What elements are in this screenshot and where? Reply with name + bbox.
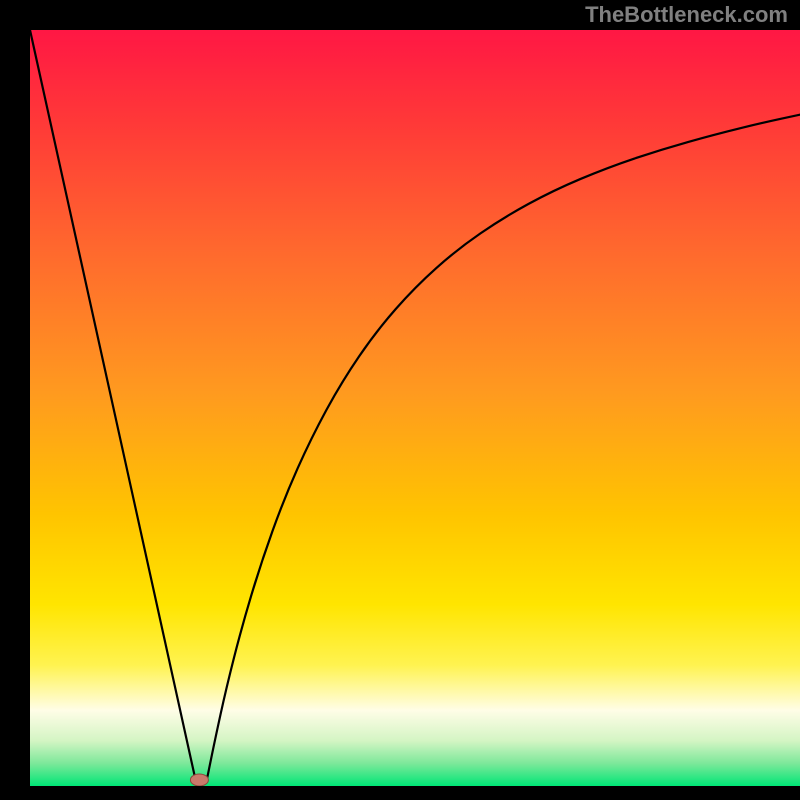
optimal-point-marker xyxy=(190,774,208,786)
plot-area xyxy=(30,30,800,786)
chart-container: TheBottleneck.com xyxy=(0,0,800,800)
chart-svg xyxy=(30,30,800,786)
watermark-text: TheBottleneck.com xyxy=(585,2,788,28)
